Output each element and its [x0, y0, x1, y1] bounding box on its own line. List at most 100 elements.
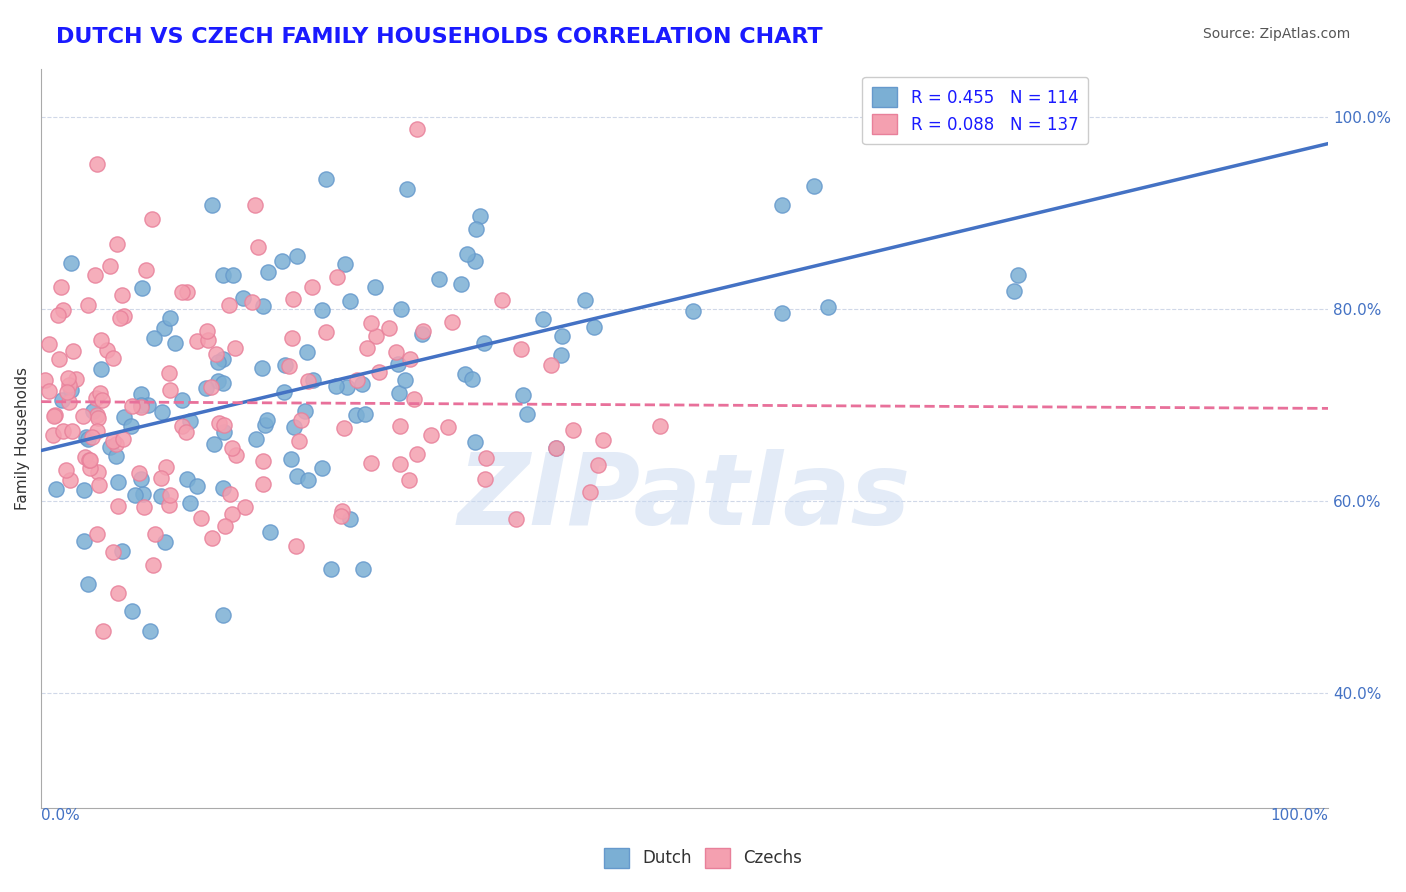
Point: [367, 365, 389, 379]
Point: [336, 379, 359, 393]
Point: [56, 385, 79, 400]
Point: [186, 334, 208, 348]
Point: [129, 398, 152, 412]
Point: [1002, 284, 1025, 298]
Point: [212, 417, 235, 432]
Point: [277, 359, 299, 373]
Point: [157, 366, 180, 380]
Point: [107, 586, 129, 600]
Point: [516, 407, 538, 421]
Point: [159, 383, 181, 397]
Point: [87, 478, 110, 492]
Point: [224, 342, 246, 356]
Point: [586, 458, 609, 472]
Point: [176, 472, 198, 486]
Point: [65, 372, 87, 386]
Point: [195, 324, 218, 338]
Point: [46, 308, 69, 322]
Point: [44, 408, 66, 422]
Point: [172, 418, 194, 433]
Point: [80, 430, 103, 444]
Point: [77, 298, 100, 312]
Point: [274, 358, 297, 372]
Point: [394, 373, 416, 387]
Point: [240, 295, 263, 310]
Point: [405, 447, 427, 461]
Point: [252, 477, 274, 491]
Point: [294, 404, 316, 418]
Point: [531, 311, 554, 326]
Point: [288, 434, 311, 448]
Point: [214, 519, 236, 533]
Point: [290, 413, 312, 427]
Point: [77, 433, 100, 447]
Point: [468, 209, 491, 223]
Point: [142, 331, 165, 345]
Point: [194, 381, 217, 395]
Point: [326, 270, 349, 285]
Point: [405, 121, 427, 136]
Point: [803, 178, 825, 193]
Point: [301, 279, 323, 293]
Point: [540, 359, 562, 373]
Point: [245, 433, 267, 447]
Point: [153, 534, 176, 549]
Point: [344, 409, 367, 423]
Text: ZIPatlas: ZIPatlas: [458, 450, 911, 546]
Point: [356, 342, 378, 356]
Point: [243, 198, 266, 212]
Point: [153, 320, 176, 334]
Point: [77, 453, 100, 467]
Point: [111, 433, 134, 447]
Point: [398, 352, 420, 367]
Point: [461, 372, 484, 386]
Point: [131, 281, 153, 295]
Point: [254, 417, 277, 432]
Point: [79, 453, 101, 467]
Point: [246, 240, 269, 254]
Y-axis label: Family Households: Family Households: [15, 367, 30, 510]
Point: [233, 500, 256, 515]
Point: [60, 256, 83, 270]
Point: [103, 434, 125, 449]
Point: [222, 268, 245, 283]
Point: [250, 361, 273, 376]
Point: [159, 488, 181, 502]
Point: [360, 456, 382, 470]
Point: [98, 440, 121, 454]
Point: [682, 304, 704, 318]
Text: 0.0%: 0.0%: [41, 808, 80, 823]
Point: [128, 467, 150, 481]
Point: [770, 306, 793, 320]
Point: [404, 392, 426, 406]
Point: [107, 475, 129, 489]
Point: [121, 604, 143, 618]
Point: [52, 424, 75, 438]
Point: [297, 344, 319, 359]
Legend: R = 0.455   N = 114, R = 0.088   N = 137: R = 0.455 N = 114, R = 0.088 N = 137: [862, 77, 1088, 145]
Point: [52, 303, 75, 318]
Point: [219, 487, 242, 501]
Point: [132, 487, 155, 501]
Point: [141, 211, 163, 226]
Point: [574, 293, 596, 307]
Point: [86, 527, 108, 541]
Point: [273, 384, 295, 399]
Point: [72, 409, 94, 424]
Point: [384, 345, 406, 359]
Point: [398, 473, 420, 487]
Point: [79, 460, 101, 475]
Point: [90, 393, 112, 408]
Point: [546, 441, 568, 455]
Point: [283, 420, 305, 434]
Point: [90, 334, 112, 348]
Point: [256, 264, 278, 278]
Point: [352, 377, 374, 392]
Legend: Dutch, Czechs: Dutch, Czechs: [598, 841, 808, 875]
Point: [107, 499, 129, 513]
Point: [197, 333, 219, 347]
Point: [648, 418, 671, 433]
Point: [325, 379, 347, 393]
Point: [59, 473, 82, 487]
Point: [42, 427, 65, 442]
